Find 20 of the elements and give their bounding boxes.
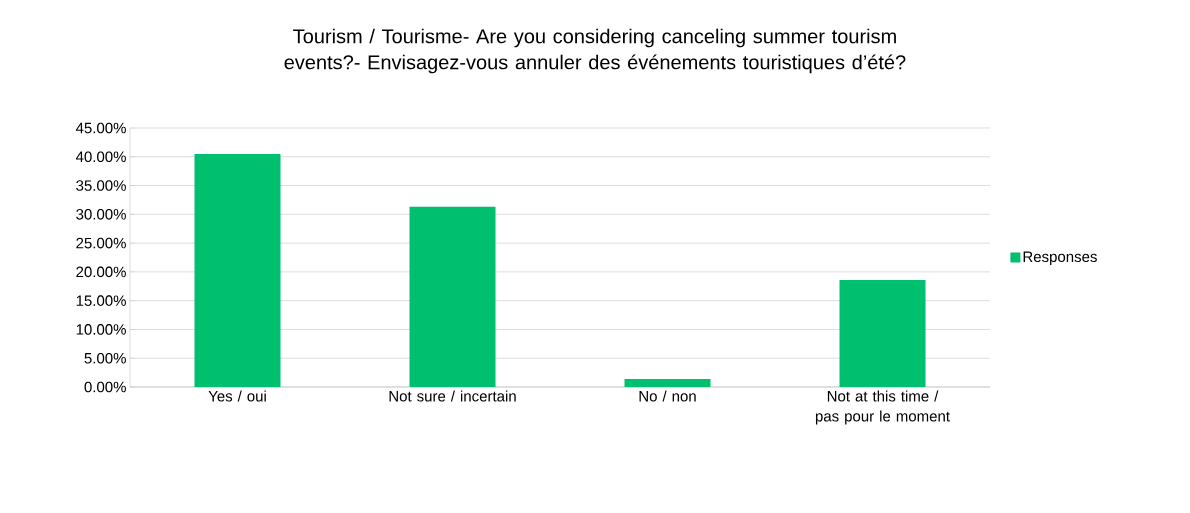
bar	[194, 153, 281, 387]
x-tick-label: Yes / oui	[208, 390, 266, 402]
legend-label: Responses	[1023, 251, 1097, 266]
y-tick-label: 20.00%	[76, 266, 126, 278]
x-tick-label: Not sure / incertain	[389, 390, 516, 402]
x-tick-label: No / non	[639, 390, 696, 402]
bar	[839, 279, 926, 387]
y-tick-label: 10.00%	[76, 324, 126, 335]
y-tick-label: 30.00%	[76, 209, 126, 220]
y-tick-label: 45.00%	[75, 122, 126, 134]
y-tick-label: 25.00%	[76, 237, 126, 249]
chart-title: Tourism / Tourisme- Are you considering canceling summer tourism events?- Envisagez-vous annuler des événements touristiques d’été?	[284, 28, 906, 74]
y-tick-label: 40.00%	[75, 151, 126, 163]
y-tick-label: 5.00%	[84, 352, 126, 364]
y-tick-label: 35.00%	[76, 180, 126, 191]
y-tick-label: 15.00%	[76, 295, 126, 306]
x-tick-label: Not at this time / pas pour le moment	[815, 390, 950, 425]
y-tick-label: 0.00%	[84, 381, 126, 393]
bar	[624, 378, 711, 387]
bar	[409, 206, 496, 387]
